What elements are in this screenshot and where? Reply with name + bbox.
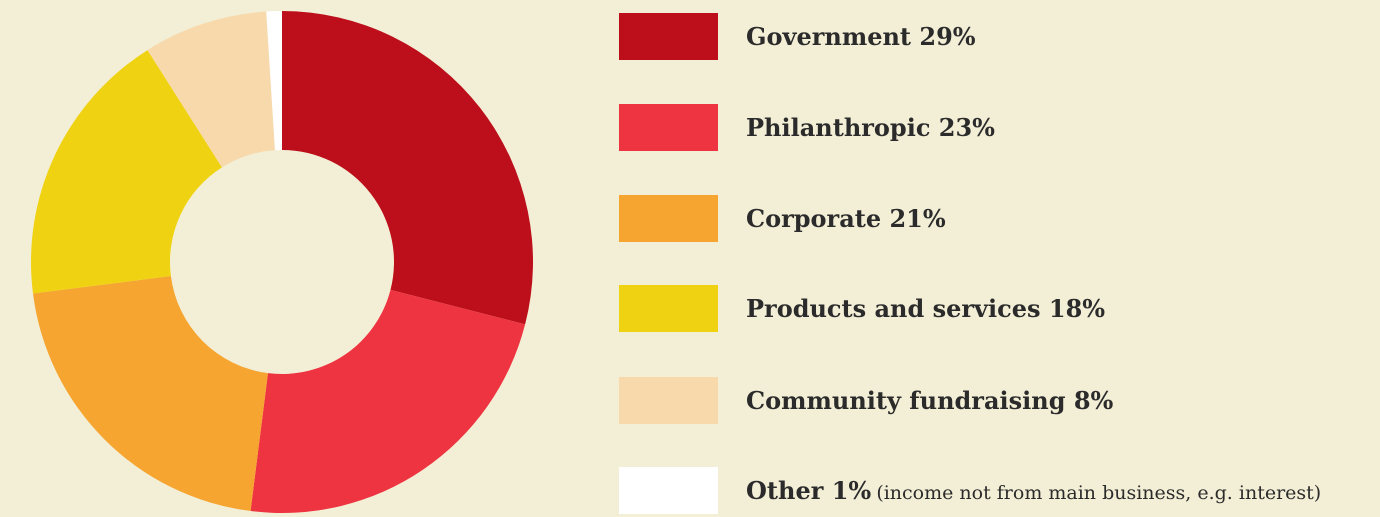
legend-label-government: Government 29% [746, 22, 976, 51]
legend-label-products-services: Products and services 18% [746, 294, 1106, 323]
donut-slice-philanthropic [250, 289, 526, 513]
legend-item-products-services: Products and services 18% [619, 285, 1380, 332]
legend-label-corporate: Corporate 21% [746, 204, 946, 233]
legend-label-philanthropic: Philanthropic 23% [746, 113, 995, 142]
legend: Government 29% Philanthropic 23% Corpora… [619, 0, 1380, 515]
legend-swatch-community-fundraising [619, 377, 718, 424]
donut-slice-products-services [30, 50, 222, 294]
legend-swatch-corporate [619, 195, 718, 242]
legend-note-other: (income not from main business, e.g. int… [876, 482, 1322, 504]
legend-item-other: Other 1% (income not from main business,… [619, 467, 1380, 514]
legend-label-other: Other 1% [746, 476, 872, 505]
legend-label-community-fundraising: Community fundraising 8% [746, 386, 1114, 415]
legend-swatch-philanthropic [619, 104, 718, 151]
legend-swatch-other [619, 467, 718, 514]
legend-item-corporate: Corporate 21% [619, 195, 1380, 242]
donut-slice-other [266, 11, 282, 151]
legend-swatch-government [619, 13, 718, 60]
legend-swatch-products-services [619, 285, 718, 332]
legend-item-community-fundraising: Community fundraising 8% [619, 377, 1380, 424]
donut-slice-community-fundraising [147, 11, 275, 168]
donut-slice-corporate [32, 276, 268, 512]
donut-slice-government [282, 11, 534, 325]
donut-chart [30, 11, 534, 513]
legend-item-philanthropic: Philanthropic 23% [619, 104, 1380, 151]
legend-item-government: Government 29% [619, 13, 1380, 60]
